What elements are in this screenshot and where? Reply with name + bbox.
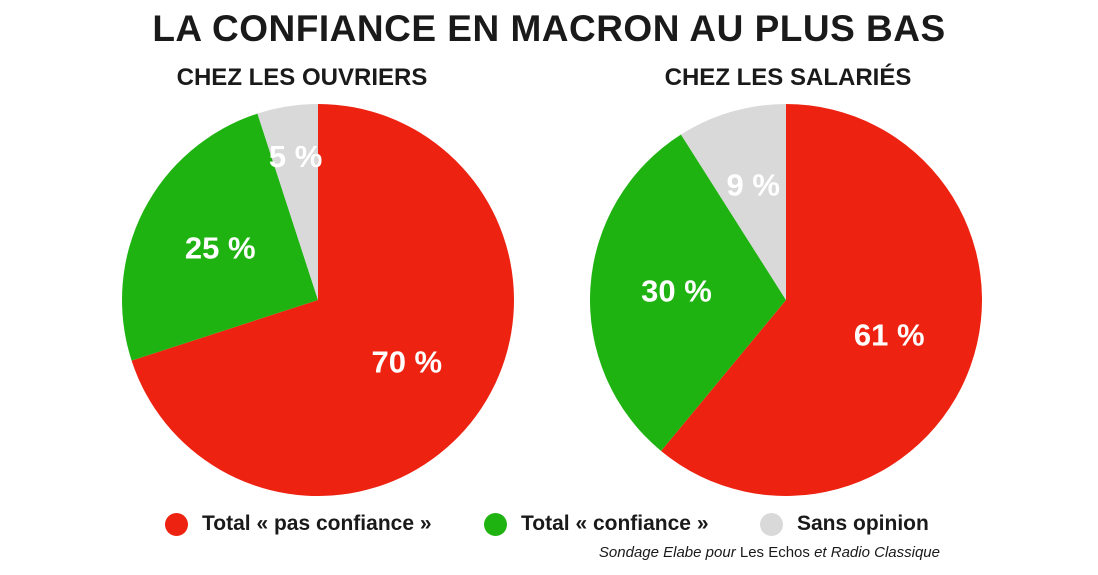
pie-salaries: 61 % 30 % 9 % xyxy=(590,104,982,496)
legend-swatch-sans-opinion xyxy=(760,512,783,536)
pie-charts: 70 % 25 % 5 % 61 % 30 % 9 % xyxy=(121,104,982,497)
legend-item-confiance: Total « confiance » xyxy=(484,512,709,536)
slice-salaries-confiance xyxy=(590,134,786,452)
legend-item-sans-opinion: Sans opinion xyxy=(760,512,929,536)
slice-salaries-sans-opinion xyxy=(680,104,786,300)
label-salaries-confiance: 30 % xyxy=(641,273,712,308)
legend-label-confiance: Total « confiance » xyxy=(521,512,709,535)
label-salaries-sans-opinion: 9 % xyxy=(726,167,779,202)
legend-label-sans-opinion: Sans opinion xyxy=(797,512,929,535)
source-note: Sondage Elabe pour Les Echos et Radio Cl… xyxy=(598,544,940,561)
legend-label-pas-confiance: Total « pas confiance » xyxy=(202,512,432,535)
legend: Total « pas confiance » Total « confianc… xyxy=(0,512,1098,542)
label-ouvriers-confiance: 25 % xyxy=(185,230,256,265)
label-salaries-pas-confiance: 61 % xyxy=(854,317,925,352)
slice-ouvriers-confiance xyxy=(121,113,318,361)
legend-item-pas-confiance: Total « pas confiance » xyxy=(165,512,432,536)
label-ouvriers-pas-confiance: 70 % xyxy=(371,345,442,380)
legend-swatch-confiance xyxy=(484,512,507,536)
slice-ouvriers-pas-confiance xyxy=(131,104,514,497)
legend-swatch-pas-confiance xyxy=(165,512,188,536)
pie-ouvriers: 70 % 25 % 5 % xyxy=(121,104,514,497)
pie-title-ouvriers: CHEZ LES OUVRIERS xyxy=(176,64,428,91)
pie-title-salaries: CHEZ LES SALARIÉS xyxy=(664,64,912,91)
slice-salaries-pas-confiance xyxy=(661,104,982,496)
slice-ouvriers-sans-opinion xyxy=(257,104,318,300)
chart-title: LA CONFIANCE EN MACRON AU PLUS BAS xyxy=(152,8,946,49)
label-ouvriers-sans-opinion: 5 % xyxy=(269,139,322,174)
